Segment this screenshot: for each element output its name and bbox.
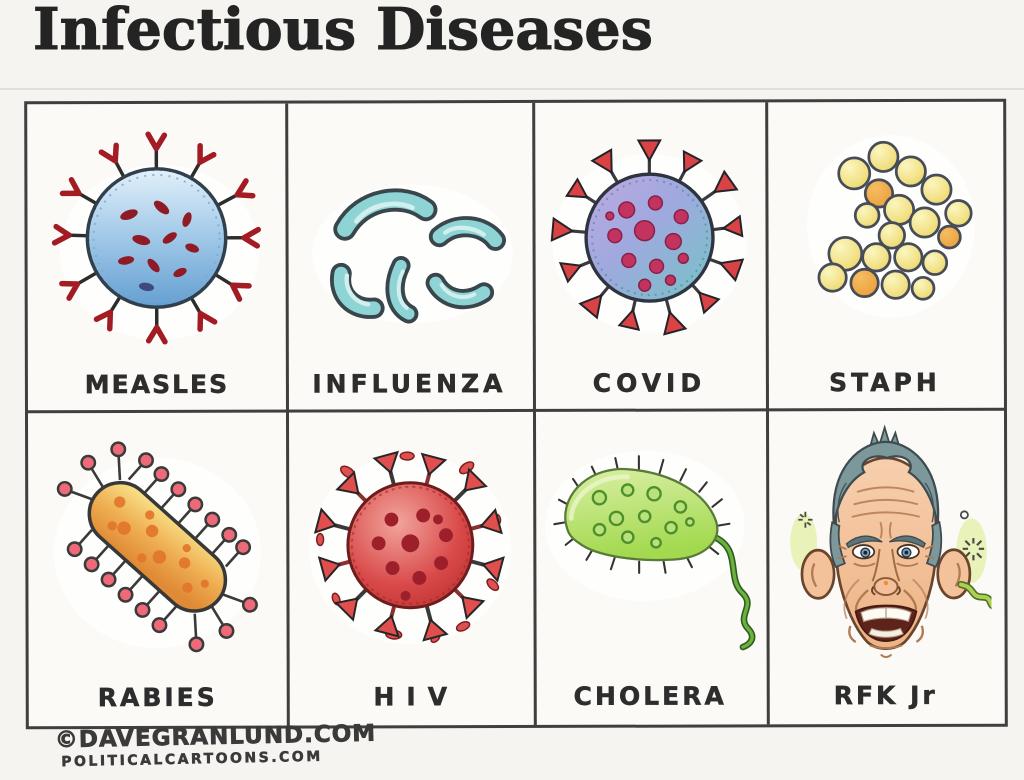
panel-label: RFK Jr	[833, 680, 938, 711]
measles-virus-icon	[51, 131, 262, 345]
panel-covid: COVID	[532, 102, 766, 409]
rfk-jr-caricature	[789, 424, 992, 659]
panel-measles: MEASLES	[27, 104, 286, 411]
panel-label: MEASLES	[84, 369, 230, 400]
panel-label: RABIES	[97, 682, 218, 713]
panel-label: CHOLERA	[573, 681, 727, 711]
artist-signature: ©DAVEGRANLUND.COM POLITICALCARTOONS.COM	[54, 720, 377, 770]
panel-staph: STAPH	[765, 102, 1004, 409]
panel-rabies: RABIES	[28, 413, 287, 724]
rabies-virus-icon	[53, 441, 261, 653]
panel-label: STAPH	[829, 367, 941, 398]
worm-from-ear	[956, 580, 992, 611]
covid-virus-icon	[550, 139, 747, 336]
cartoon-title: Infectious Diseases	[32, 0, 653, 64]
panel-label: INFLUENZA	[312, 369, 507, 399]
cholera-bacterium-icon	[544, 450, 756, 651]
staph-cluster-icon	[806, 134, 975, 318]
panel-influenza: INFLUENZA	[285, 103, 533, 410]
hiv-virus-icon	[308, 450, 511, 645]
panel-cholera: CHOLERA	[533, 411, 767, 722]
influenza-bacteria-icon	[311, 184, 513, 324]
panel-hiv: HIV	[286, 412, 534, 723]
flagellum	[712, 535, 754, 649]
panel-label: HIV	[373, 682, 460, 712]
panel-rfk-jr: RFK Jr	[766, 411, 1005, 722]
signature-line-1: ©DAVEGRANLUND.COM	[54, 720, 377, 754]
panel-grid: MEASLES INFLUENZA	[24, 98, 1008, 730]
scan-artifact-line	[0, 88, 1024, 90]
panel-label: COVID	[592, 368, 707, 398]
